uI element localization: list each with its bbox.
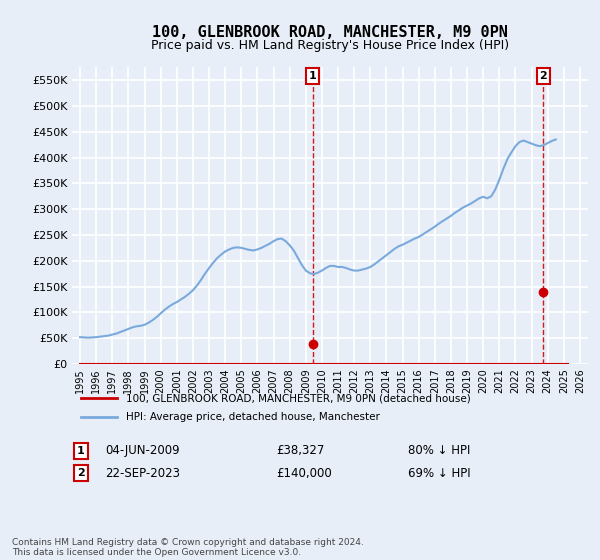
- Text: 2: 2: [77, 468, 85, 478]
- Text: £140,000: £140,000: [276, 466, 332, 480]
- Text: 2: 2: [539, 71, 547, 81]
- Text: Price paid vs. HM Land Registry's House Price Index (HPI): Price paid vs. HM Land Registry's House …: [151, 39, 509, 52]
- Text: 04-JUN-2009: 04-JUN-2009: [105, 444, 179, 458]
- Text: 100, GLENBROOK ROAD, MANCHESTER, M9 0PN (detached house): 100, GLENBROOK ROAD, MANCHESTER, M9 0PN …: [126, 393, 471, 403]
- Text: 22-SEP-2023: 22-SEP-2023: [105, 466, 180, 480]
- Text: £38,327: £38,327: [276, 444, 325, 458]
- Text: Contains HM Land Registry data © Crown copyright and database right 2024.
This d: Contains HM Land Registry data © Crown c…: [12, 538, 364, 557]
- Text: 1: 1: [77, 446, 85, 456]
- Text: HPI: Average price, detached house, Manchester: HPI: Average price, detached house, Manc…: [126, 412, 380, 422]
- Text: 80% ↓ HPI: 80% ↓ HPI: [408, 444, 470, 458]
- Text: 69% ↓ HPI: 69% ↓ HPI: [408, 466, 470, 480]
- Text: 100, GLENBROOK ROAD, MANCHESTER, M9 0PN: 100, GLENBROOK ROAD, MANCHESTER, M9 0PN: [152, 25, 508, 40]
- Text: 1: 1: [309, 71, 317, 81]
